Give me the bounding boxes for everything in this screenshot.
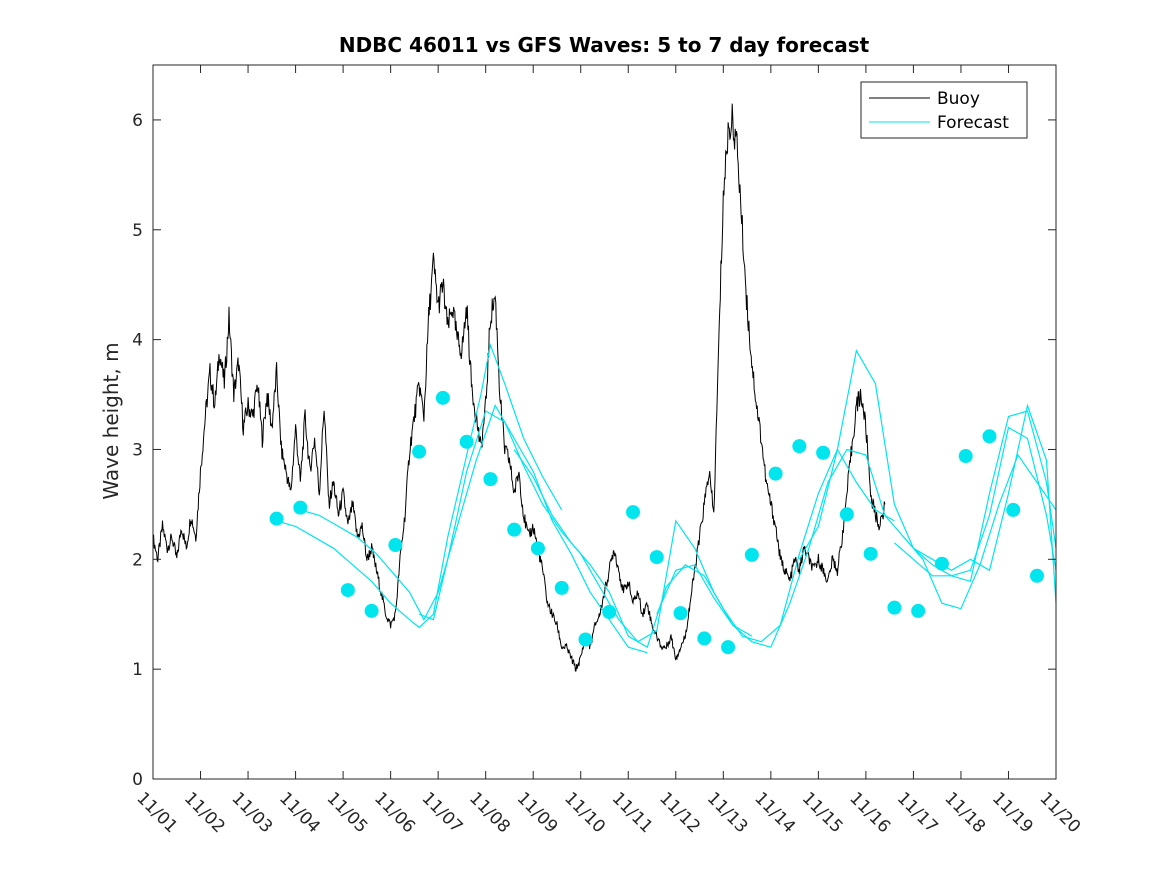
forecast-marker [459,434,474,449]
legend: Buoy Forecast [860,81,1028,139]
forecast-marker [602,605,617,620]
forecast-marker [626,505,641,520]
forecast-marker [578,632,593,647]
forecast-marker [839,507,854,522]
forecast-series-line-5 [798,348,1057,583]
forecast-marker [364,603,379,618]
y-tick-label: 6 [132,111,143,131]
forecast-series-line-6 [894,426,1057,577]
forecast-marker [530,541,545,556]
forecast-marker [388,538,403,553]
forecast-marker [744,547,759,562]
forecast-marker [340,583,355,598]
forecast-marker [911,603,926,618]
forecast-marker [269,511,284,526]
forecast-marker [816,445,831,460]
buoy-series-line [152,103,886,672]
y-tick-label: 5 [132,221,143,241]
chart-title: NDBC 46011 vs GFS Waves: 5 to 7 day fore… [339,33,870,57]
forecast-marker [792,439,807,454]
forecast-marker [412,444,427,459]
forecast-series-line-1 [300,404,648,654]
forecast-marker [1029,568,1044,583]
forecast-marker [293,500,308,515]
forecast-marker [982,429,997,444]
y-axis-label: Wave height, m [99,342,123,499]
forecast-marker [721,640,736,655]
y-tick-label: 2 [132,550,143,570]
forecast-marker [483,472,498,487]
forecast-marker [435,390,450,405]
axes-box [152,64,1057,780]
legend-box [860,81,1028,139]
forecast-marker [1006,502,1021,517]
forecast-marker [507,522,522,537]
y-tick-label: 3 [132,440,143,460]
y-tick-label: 4 [132,331,143,351]
legend-buoy-label: Buoy [937,89,980,109]
forecast-series-line-0 [276,342,563,629]
forecast-marker [887,600,902,615]
forecast-marker [673,606,688,621]
plot-area [152,103,1057,672]
forecast-marker [958,449,973,464]
legend-forecast-label: Forecast [937,113,1009,133]
y-tick-label: 0 [132,770,143,790]
forecast-marker [697,631,712,646]
forecast-series-line-4 [656,448,1057,648]
forecast-marker [768,466,783,481]
forecast-marker [649,550,664,565]
y-tick-label: 1 [132,660,143,680]
forecast-marker [934,556,949,571]
forecast-series-line-3 [513,448,895,649]
forecast-marker [554,580,569,595]
forecast-marker [863,546,878,561]
